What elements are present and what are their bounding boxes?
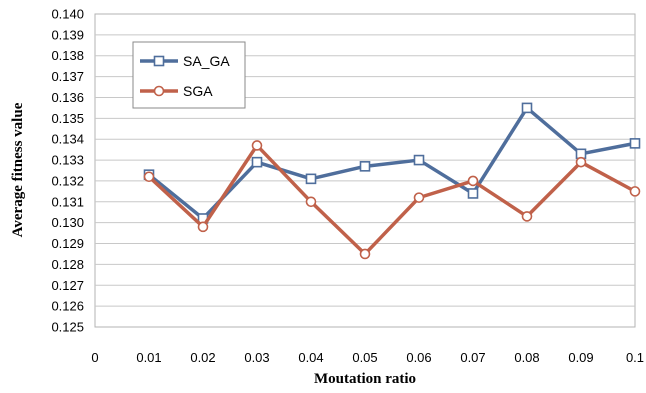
data-point-sga (197, 221, 209, 233)
x-tick-label: 0.06 (406, 350, 431, 365)
y-tick-label: 0.132 (51, 173, 84, 188)
data-point-sa-ga (413, 154, 425, 166)
y-axis-title: Average fitness value (10, 102, 26, 237)
y-tick-label: 0.131 (51, 194, 84, 209)
y-tick-label: 0.136 (51, 90, 84, 105)
y-tick-label: 0.127 (51, 278, 84, 293)
x-tick-label: 0.03 (244, 350, 269, 365)
y-tick-label: 0.139 (51, 27, 84, 42)
y-tick-label: 0.128 (51, 257, 84, 272)
legend: SA_GA SGA (132, 41, 246, 109)
y-tick-label: 0.140 (51, 7, 84, 22)
x-tick-label: 0.09 (568, 350, 593, 365)
series-sa-ga (143, 102, 641, 224)
x-tick-label: 0.05 (352, 350, 377, 365)
series-layer (143, 102, 641, 260)
y-tick-label: 0.133 (51, 153, 84, 168)
legend-marker-square (153, 55, 165, 67)
data-point-sga (251, 140, 263, 151)
x-tick-label: 0.02 (190, 350, 215, 365)
legend-box (132, 41, 246, 109)
data-point-sa-ga (359, 161, 371, 172)
data-point-sga (359, 248, 371, 260)
series-line-sga (147, 143, 636, 256)
data-point-sga (629, 186, 641, 197)
data-point-sga (143, 171, 155, 183)
legend-item-sa-ga: SA_GA (140, 53, 230, 69)
data-point-sa-ga (251, 156, 263, 168)
y-tick-label: 0.138 (51, 48, 84, 63)
x-tick-label: 0.04 (298, 350, 323, 365)
data-point-sa-ga (629, 138, 641, 149)
legend-label: SGA (183, 83, 213, 99)
legend-marker-circle (153, 85, 165, 97)
y-tick-label: 0.129 (51, 236, 84, 251)
data-point-sa-ga (467, 188, 479, 199)
legend-item-sga: SGA (140, 83, 213, 99)
x-tick-label: 0.08 (514, 350, 539, 365)
data-point-sa-ga (305, 173, 317, 185)
y-tick-label: 0.126 (51, 299, 84, 314)
y-tick-labels: 0.125 0.126 0.127 0.128 0.129 0.130 0.131 0.132… (51, 7, 84, 335)
y-tick-label: 0.135 (51, 111, 84, 126)
series-line-sa-ga (147, 106, 636, 221)
x-axis-title: Moutation ratio (314, 371, 416, 387)
x-tick-label: 0.07 (460, 350, 485, 365)
y-tick-label: 0.137 (51, 69, 84, 84)
x-tick-label: 0.1 (626, 350, 644, 365)
x-tick-label: 0.01 (136, 350, 161, 365)
y-tick-label: 0.130 (51, 215, 84, 230)
data-point-sga (467, 175, 479, 187)
y-tick-label: 0.134 (51, 132, 84, 147)
x-tick-labels: 0 0.01 0.02 0.03 0.04 0.05 0.06 0.07 0.08 0.09 0.1 (91, 350, 644, 365)
data-point-sga (305, 196, 317, 208)
data-point-sga (521, 211, 533, 222)
y-tick-label: 0.125 (51, 320, 84, 335)
legend-items: SA_GA SGA (140, 53, 230, 99)
series-sga (143, 140, 641, 260)
data-point-sga (413, 192, 425, 203)
x-tick-label: 0 (91, 350, 98, 365)
legend-label: SA_GA (183, 53, 230, 69)
data-point-sga (575, 156, 587, 168)
data-point-sa-ga (521, 102, 533, 114)
